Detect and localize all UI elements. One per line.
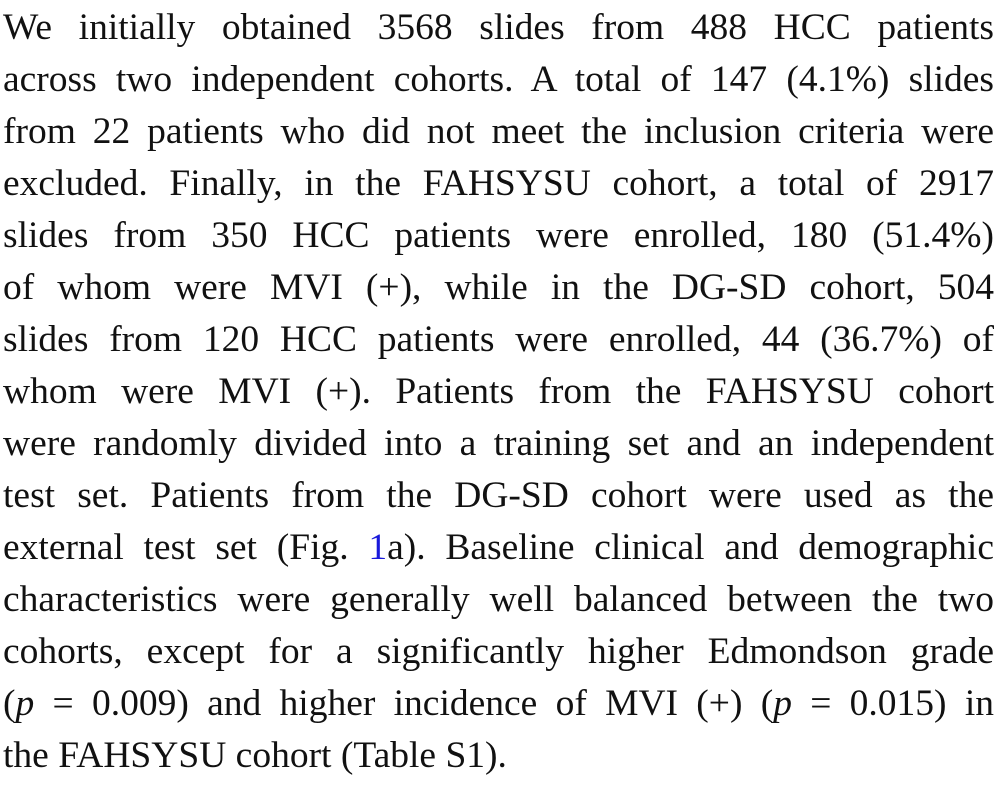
body-paragraph: We initially obtained 3568 slides from 4… [3,2,994,782]
text-line: test set. Patients from the DG-SD cohort… [3,475,994,516]
text-segment: = 0.015) in [791,683,994,724]
text-line: external test set (Fig. 1a). Baseline cl… [3,522,994,574]
figure-reference-link[interactable]: 1 [368,527,388,568]
text-line: (p = 0.009) and higher incidence of MVI … [3,678,994,730]
text-line: characteristics were generally well bala… [3,579,994,620]
text-segment: = 0.009) and higher incidence of MVI (+)… [34,683,774,724]
p-value-symbol: p [15,683,35,724]
text-line: from 22 patients who did not meet the in… [3,111,994,152]
text-line: excluded. Finally, in the FAHSYSU cohort… [3,163,994,204]
text-line: were randomly divided into a training se… [3,423,994,464]
text-line: across two independent cohorts. A total … [3,59,994,100]
text-line: We initially obtained 3568 slides from 4… [3,7,994,48]
text-line: of whom were MVI (+), while in the DG-SD… [3,267,994,308]
text-segment: external test set (Fig. [3,527,369,568]
text-line: the FAHSYSU cohort (Table S1). [3,735,507,776]
text-segment: ( [3,683,16,724]
text-segment: a). Baseline clinical and demographic [387,527,994,568]
text-line: cohorts, except for a significantly high… [3,631,994,672]
p-value-symbol: p [773,683,792,724]
text-line: slides from 120 HCC patients were enroll… [3,319,994,360]
text-line: whom were MVI (+). Patients from the FAH… [3,371,994,412]
text-line: slides from 350 HCC patients were enroll… [3,215,994,256]
